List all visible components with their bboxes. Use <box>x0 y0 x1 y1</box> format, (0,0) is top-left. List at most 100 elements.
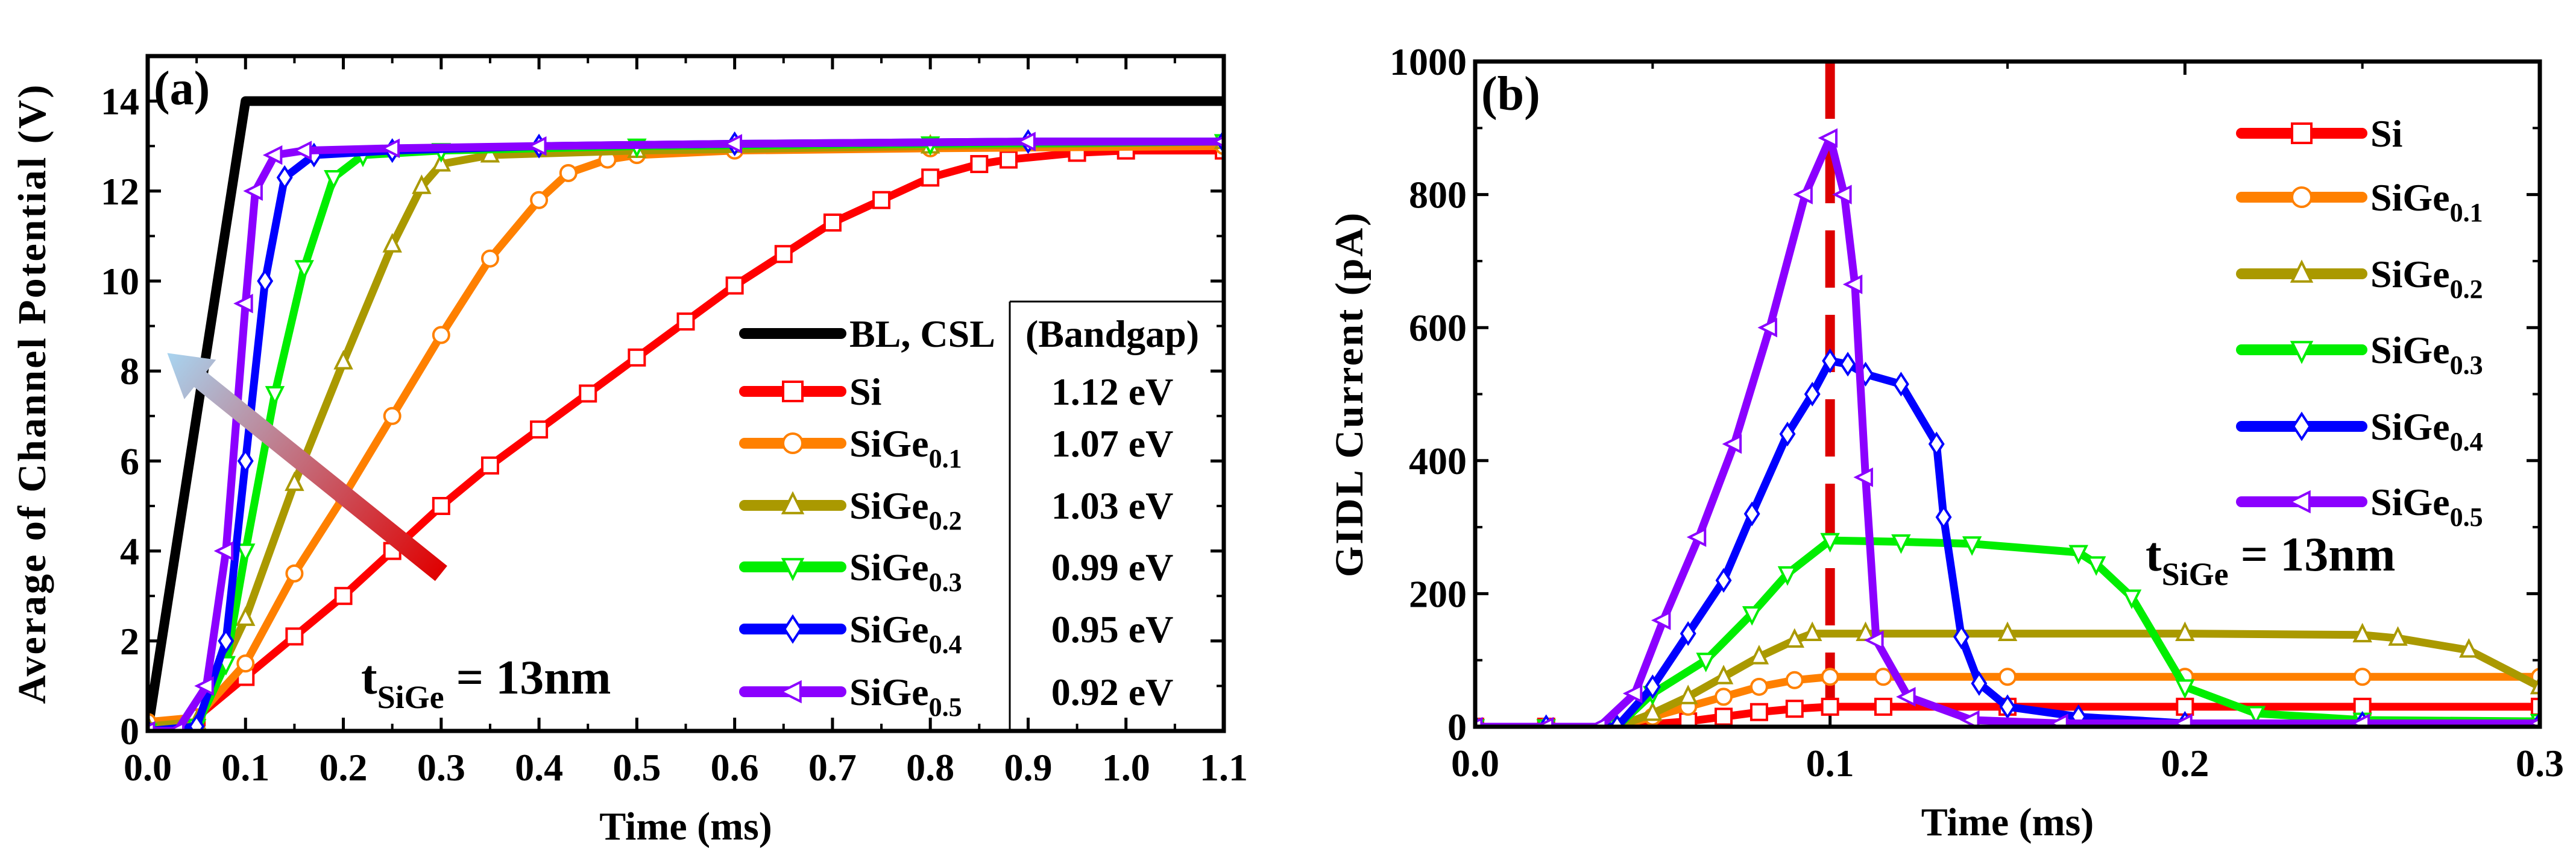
marker-triangle-up <box>1678 685 1698 704</box>
y-tick-label: 800 <box>1409 174 1467 217</box>
marker-triangle-left <box>527 136 547 156</box>
legend-label: SiGe0.3 <box>849 546 962 597</box>
series-sige05 <box>1475 128 2540 727</box>
legend: BL, CSL Si 1.12 eV SiGe0.1 1.07 eV SiGe0.2 1.0… <box>739 300 1224 731</box>
y-axis-title: Average of Channel Potential (V) <box>10 83 54 704</box>
legend-item: SiGe0.4 0.95 eV <box>739 608 1173 659</box>
marker-square <box>1715 707 1733 726</box>
marker-circle <box>1874 668 1892 686</box>
marker-diamond <box>257 268 274 294</box>
marker-triangle-up <box>2388 626 2408 646</box>
marker-circle <box>1821 668 1839 686</box>
marker-triangle-down <box>1962 536 1982 556</box>
marker-diamond <box>1971 671 1988 696</box>
plot-area <box>1475 62 2540 727</box>
marker-triangle-left <box>1793 185 1813 204</box>
marker-triangle-up <box>781 491 805 514</box>
y-tick-label: 10 <box>101 260 139 303</box>
marker-diamond <box>1609 714 1625 727</box>
legend-item: SiGe0.4 <box>2236 405 2483 457</box>
marker-diamond <box>1822 348 1839 373</box>
marker-diamond <box>1892 372 1909 397</box>
marker-diamond <box>783 614 802 644</box>
marker-triangle-up <box>2290 259 2314 283</box>
marker-circle <box>432 326 450 344</box>
marker-triangle-up <box>236 606 256 626</box>
marker-diamond <box>1680 621 1696 647</box>
marker-triangle-up <box>285 471 304 492</box>
series-blcsl <box>148 96 1224 731</box>
marker-square <box>970 155 989 174</box>
legend-label: Si <box>2370 112 2402 155</box>
panel-label: (b) <box>1481 68 1540 121</box>
marker-triangle-left <box>1818 128 1838 148</box>
marker-square <box>1821 697 1839 716</box>
marker-circle <box>1998 668 2017 686</box>
marker-triangle-down <box>294 260 314 280</box>
marker-triangle-down <box>2290 341 2314 364</box>
x-tick-label: 0.8 <box>906 746 954 789</box>
marker-triangle-left <box>1016 131 1036 151</box>
marker-circle <box>480 249 499 268</box>
marker-triangle-left <box>292 141 312 160</box>
marker-triangle-down <box>2068 545 2088 565</box>
marker-diamond <box>188 713 205 731</box>
marker-square <box>1000 150 1018 169</box>
marker-circle <box>782 432 804 454</box>
marker-triangle-up <box>1997 621 2018 641</box>
marker-square <box>579 384 597 403</box>
marker-triangle-down <box>1777 566 1798 586</box>
x-tick-label: 0.7 <box>808 746 857 789</box>
marker-diamond <box>276 165 293 190</box>
marker-square <box>432 497 450 515</box>
legend-label: SiGe0.3 <box>2370 329 2483 380</box>
marker-diamond <box>1644 674 1661 700</box>
marker-circle <box>2353 668 2372 686</box>
legend-label: SiGe0.4 <box>2370 405 2483 457</box>
marker-triangle-down <box>324 170 344 190</box>
marker-square <box>921 168 940 187</box>
marker-triangle-up <box>333 350 353 370</box>
legend-item: SiGe0.2 1.03 eV <box>739 484 1173 536</box>
marker-square <box>285 627 304 646</box>
marker-circle <box>383 406 402 425</box>
marker-triangle-up <box>1643 701 1663 721</box>
legend-item: SiGe0.5 <box>2236 481 2483 532</box>
legend-label: BL, CSL <box>849 312 995 355</box>
y-tick-label: 0 <box>120 710 139 753</box>
y-tick-label: 200 <box>1409 572 1467 615</box>
marker-diamond <box>1779 422 1796 447</box>
x-tick-label: 0.0 <box>124 746 172 789</box>
x-tick-label: 0.5 <box>613 746 661 789</box>
x-tick-label: 0.1 <box>221 746 269 789</box>
series-sige05 <box>148 131 1224 731</box>
marker-triangle-left <box>1853 467 1873 487</box>
x-axis-title: Time (ms) <box>1921 800 2094 844</box>
marker-triangle-left <box>1651 610 1671 630</box>
x-tick-label: 1.1 <box>1200 746 1248 789</box>
legend-label: SiGe0.2 <box>2370 253 2483 304</box>
marker-triangle-left <box>1757 317 1777 338</box>
marker-diamond <box>218 628 235 654</box>
x-tick-label: 0.3 <box>2516 742 2564 785</box>
y-tick-label: 0 <box>1447 706 1467 748</box>
marker-square <box>782 381 804 402</box>
y-tick-label: 4 <box>120 530 139 573</box>
marker-triangle-up <box>412 174 432 194</box>
y-tick-label: 600 <box>1409 306 1467 349</box>
marker-triangle-up <box>2175 621 2195 641</box>
marker-triangle-left <box>722 134 743 154</box>
x-tick-label: 0.4 <box>515 746 563 789</box>
marker-square <box>530 420 549 439</box>
marker-triangle-left <box>233 294 253 314</box>
marker-circle <box>1749 677 1768 696</box>
marker-triangle-up <box>1802 621 1822 641</box>
marker-diamond <box>1839 352 1856 377</box>
marker-triangle-up <box>382 233 402 253</box>
marker-diamond <box>1935 505 1952 530</box>
y-tick-label: 14 <box>101 80 139 123</box>
marker-triangle-left <box>213 541 234 561</box>
marker-triangle-down <box>1891 534 1911 554</box>
thickness-annotation: tSiGe = 13nm <box>361 651 611 715</box>
